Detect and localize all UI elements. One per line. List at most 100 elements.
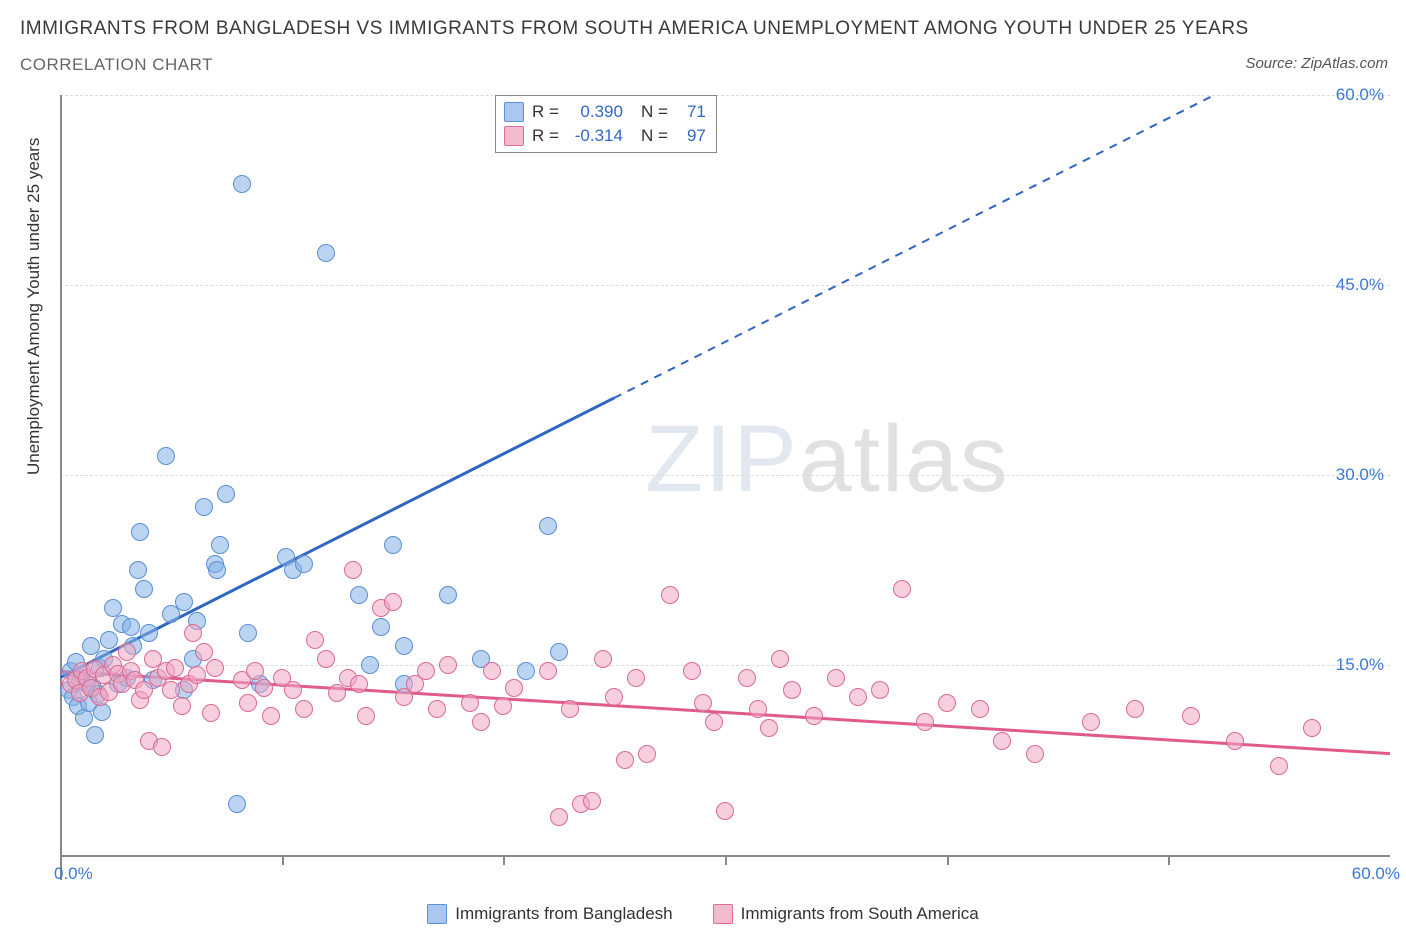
- stats-n-label: N =: [641, 100, 668, 124]
- data-point-bangladesh: [195, 498, 213, 516]
- data-point-south_america: [246, 662, 264, 680]
- data-point-bangladesh: [317, 244, 335, 262]
- data-point-south_america: [771, 650, 789, 668]
- data-point-south_america: [328, 684, 346, 702]
- data-point-bangladesh: [104, 599, 122, 617]
- data-point-south_america: [783, 681, 801, 699]
- data-point-south_america: [306, 631, 324, 649]
- data-point-south_america: [627, 669, 645, 687]
- data-point-south_america: [749, 700, 767, 718]
- data-point-south_america: [262, 707, 280, 725]
- y-tick-label: 30.0%: [1336, 465, 1384, 485]
- data-point-south_america: [705, 713, 723, 731]
- data-point-bangladesh: [228, 795, 246, 813]
- data-point-south_america: [716, 802, 734, 820]
- y-axis-line: [60, 95, 62, 880]
- data-point-south_america: [871, 681, 889, 699]
- data-point-bangladesh: [131, 523, 149, 541]
- data-point-bangladesh: [361, 656, 379, 674]
- data-point-south_america: [683, 662, 701, 680]
- data-point-south_america: [916, 713, 934, 731]
- data-point-south_america: [605, 688, 623, 706]
- data-point-south_america: [295, 700, 313, 718]
- x-tick-mark: [725, 855, 727, 865]
- data-point-south_america: [472, 713, 490, 731]
- data-point-south_america: [461, 694, 479, 712]
- y-tick-label: 60.0%: [1336, 85, 1384, 105]
- legend-swatch-bangladesh: [427, 904, 447, 924]
- data-point-south_america: [428, 700, 446, 718]
- data-point-south_america: [561, 700, 579, 718]
- data-point-south_america: [188, 666, 206, 684]
- data-point-bangladesh: [384, 536, 402, 554]
- data-point-south_america: [1270, 757, 1288, 775]
- data-point-south_america: [439, 656, 457, 674]
- data-point-south_america: [550, 808, 568, 826]
- data-point-south_america: [1303, 719, 1321, 737]
- chart-title: IMMIGRANTS FROM BANGLADESH VS IMMIGRANTS…: [20, 18, 1249, 40]
- legend-swatch-south-america: [713, 904, 733, 924]
- data-point-south_america: [694, 694, 712, 712]
- bottom-legend: Immigrants from Bangladesh Immigrants fr…: [0, 904, 1406, 924]
- stats-r-label: R =: [532, 124, 559, 148]
- data-point-bangladesh: [233, 175, 251, 193]
- data-point-south_america: [616, 751, 634, 769]
- data-point-south_america: [1082, 713, 1100, 731]
- data-point-south_america: [760, 719, 778, 737]
- data-point-south_america: [893, 580, 911, 598]
- watermark: ZIPatlas: [645, 405, 1009, 514]
- gridline-h: [60, 475, 1390, 476]
- data-point-south_america: [184, 624, 202, 642]
- watermark-atlas: atlas: [799, 406, 1010, 512]
- x-tick-mark: [947, 855, 949, 865]
- x-tick-label-left: 0.0%: [54, 864, 93, 884]
- data-point-south_america: [505, 679, 523, 697]
- data-point-south_america: [805, 707, 823, 725]
- source-label: Source: ZipAtlas.com: [1245, 55, 1388, 72]
- data-point-south_america: [993, 732, 1011, 750]
- legend-item-south-america: Immigrants from South America: [713, 904, 979, 924]
- data-point-bangladesh: [208, 561, 226, 579]
- data-point-south_america: [384, 593, 402, 611]
- data-point-bangladesh: [350, 586, 368, 604]
- x-tick-label-right: 60.0%: [1352, 864, 1400, 884]
- data-point-south_america: [1126, 700, 1144, 718]
- data-point-bangladesh: [550, 643, 568, 661]
- y-tick-label: 15.0%: [1336, 655, 1384, 675]
- data-point-south_america: [206, 659, 224, 677]
- data-point-bangladesh: [539, 517, 557, 535]
- watermark-zip: ZIP: [645, 406, 799, 512]
- stats-r-value: 0.390: [567, 100, 623, 124]
- data-point-south_america: [350, 675, 368, 693]
- data-point-south_america: [827, 669, 845, 687]
- data-point-bangladesh: [93, 703, 111, 721]
- x-tick-mark: [282, 855, 284, 865]
- stats-legend: R =0.390N =71R =-0.314N =97: [495, 95, 717, 153]
- data-point-south_america: [638, 745, 656, 763]
- data-point-south_america: [166, 659, 184, 677]
- stats-n-value: 71: [676, 100, 706, 124]
- data-point-bangladesh: [211, 536, 229, 554]
- data-point-bangladesh: [239, 624, 257, 642]
- data-point-south_america: [494, 697, 512, 715]
- stats-r-value: -0.314: [567, 124, 623, 148]
- x-tick-mark: [503, 855, 505, 865]
- data-point-south_america: [938, 694, 956, 712]
- data-point-south_america: [284, 681, 302, 699]
- stats-n-value: 97: [676, 124, 706, 148]
- stats-n-label: N =: [641, 124, 668, 148]
- data-point-south_america: [173, 697, 191, 715]
- chart-area: ZIPatlas 15.0%30.0%45.0%60.0%0.0%60.0%R …: [60, 95, 1390, 880]
- data-point-bangladesh: [372, 618, 390, 636]
- data-point-south_america: [971, 700, 989, 718]
- x-tick-mark: [1168, 855, 1170, 865]
- data-point-bangladesh: [140, 624, 158, 642]
- data-point-bangladesh: [175, 593, 193, 611]
- data-point-south_america: [317, 650, 335, 668]
- data-point-south_america: [738, 669, 756, 687]
- stats-swatch: [504, 126, 524, 146]
- stats-swatch: [504, 102, 524, 122]
- data-point-bangladesh: [157, 447, 175, 465]
- data-point-south_america: [118, 643, 136, 661]
- y-axis-label: Unemployment Among Youth under 25 years: [24, 138, 44, 475]
